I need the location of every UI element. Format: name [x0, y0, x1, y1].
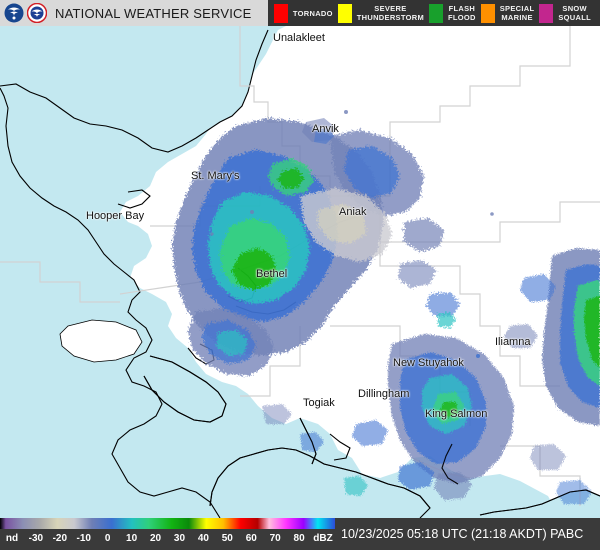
colorbar-tick-80: 80	[293, 533, 305, 544]
page-header: NATIONAL WEATHER SERVICE TORNADO SEVERE …	[0, 0, 600, 26]
radar-echo-bethel-shield	[172, 118, 460, 376]
snow-squall-color-swatch	[539, 3, 554, 23]
norton-sound-water	[0, 26, 268, 152]
colorbar-tick-10: 10	[126, 533, 138, 544]
city-label-king-salmon: King Salmon	[425, 408, 488, 420]
alert-flash-flood[interactable]: FLASH FLOOD	[429, 0, 476, 26]
coastline-hooper-spit	[117, 189, 151, 209]
colorbar-tick-nd: nd	[5, 533, 19, 544]
radar-map[interactable]: Unalakleet Anvik St. Mary's Hooper Bay A…	[0, 26, 600, 518]
colorbar-tick--10: -10	[76, 533, 91, 544]
coastline-yk-delta	[0, 87, 221, 518]
nws-logo	[27, 3, 47, 23]
coastline-overlay-nushagak	[299, 417, 317, 465]
city-label-unalakleet: Unalakleet	[273, 32, 325, 44]
city-label-togiak: Togiak	[303, 397, 335, 409]
colorbar-tick-70: 70	[269, 533, 281, 544]
kuskokwim-bay-water	[144, 356, 226, 422]
brand-block[interactable]: NATIONAL WEATHER SERVICE	[0, 0, 251, 26]
colorbar-tick-0: 0	[104, 533, 111, 544]
tornado-color-swatch	[273, 3, 288, 23]
colorbar-tick-50: 50	[221, 533, 233, 544]
colorbar-gradient	[0, 518, 335, 529]
bristol-bay-water	[210, 448, 430, 518]
dbz-colorbar[interactable]: nd -30 -20 -10 0 10 20 30 40 50 60 70 80 dBZ	[0, 518, 335, 550]
coastline-norton-sound	[0, 29, 269, 153]
colorbar-tick-dbz: dBZ	[313, 533, 333, 544]
colorbar-tick-30: 30	[173, 533, 186, 544]
city-label-anvik: Anvik	[312, 123, 339, 135]
zone-border-5	[0, 261, 120, 303]
coastline-overlay-kvichak	[441, 443, 459, 485]
alert-severe-thunderstorm[interactable]: SEVERE THUNDERSTORM	[337, 0, 424, 26]
flash-flood-color-swatch	[429, 3, 443, 23]
noaa-logo	[4, 3, 24, 23]
city-label-new-stuyahok: New Stuyahok	[393, 357, 464, 369]
colorbar-tick-20: 20	[149, 533, 162, 544]
radar-timestamp: 10/23/2025 05:18 UTC (21:18 AKDT) PABC	[335, 518, 600, 550]
alert-label: SPECIAL MARINE	[499, 4, 535, 22]
city-label-dillingham: Dillingham	[358, 388, 410, 400]
alert-label: SNOW SQUALL	[558, 4, 591, 22]
alert-label: TORNADO	[292, 8, 333, 18]
nunivak-island	[59, 319, 143, 363]
bering-sea-water	[0, 88, 220, 518]
colorbar-tick--20: -20	[52, 533, 68, 544]
coastline-overlay-peninsula	[479, 489, 600, 516]
city-label-aniak: Aniak	[339, 206, 367, 218]
colorbar-tick-60: 60	[245, 533, 257, 544]
colorbar-tick-40: 40	[197, 533, 209, 544]
radar-echo-east-edge	[504, 248, 600, 504]
map-canvas	[0, 26, 600, 518]
city-label-st-marys: St. Mary's	[191, 170, 240, 182]
city-label-hooper-bay: Hooper Bay	[86, 210, 145, 222]
severe-thunderstorm-color-swatch	[337, 3, 352, 23]
colorbar-tick--30: -30	[28, 533, 44, 544]
page-title: NATIONAL WEATHER SERVICE	[55, 5, 252, 21]
alert-snow-squall[interactable]: SNOW SQUALL	[539, 0, 591, 26]
special-marine-color-swatch	[480, 3, 495, 23]
zone-border-7	[240, 326, 301, 397]
coastline-small-bay-a	[329, 433, 351, 461]
alert-label: SEVERE THUNDERSTORM	[356, 4, 424, 22]
zone-border-4	[379, 242, 560, 387]
coastline-overlay-bristol	[209, 447, 431, 509]
city-label-iliamna: Iliamna	[495, 336, 531, 348]
alert-tornado[interactable]: TORNADO	[273, 0, 333, 26]
radar-echo-north-speckle	[210, 110, 494, 358]
alert-legend: TORNADO SEVERE THUNDERSTORM FLASH FLOOD …	[267, 0, 600, 26]
page-footer: nd -30 -20 -10 0 10 20 30 40 50 60 70 80 dBZ 10/23/20…	[0, 518, 600, 550]
coastline-overlay	[143, 355, 600, 516]
alert-label: FLASH FLOOD	[448, 4, 476, 22]
colorbar-ticks: nd -30 -20 -10 0 10 20 30 40 50 60 70 80 dBZ	[0, 529, 335, 550]
radar-echo-bristol-bay	[262, 334, 514, 500]
city-label-bethel: Bethel	[256, 268, 288, 280]
alert-special-marine[interactable]: SPECIAL MARINE	[480, 0, 535, 26]
coastline-overlay-kuskokwim	[143, 355, 227, 423]
